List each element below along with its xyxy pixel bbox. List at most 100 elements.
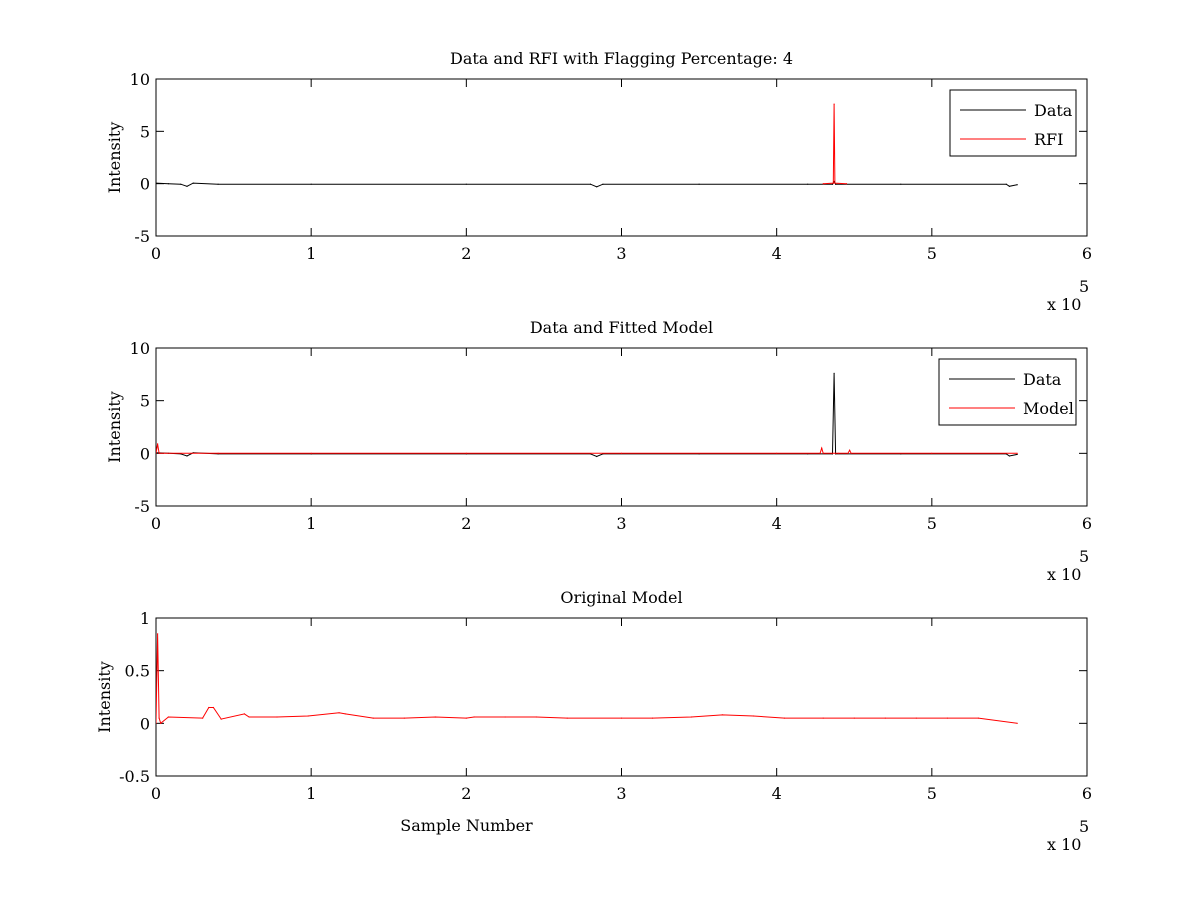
y-tick-label: 5	[140, 122, 150, 141]
plot-area	[155, 347, 1088, 507]
data-point	[220, 718, 222, 720]
data-point	[651, 717, 654, 719]
data-point	[721, 714, 724, 716]
x-multiplier-base: x 10	[1047, 835, 1081, 854]
y-axis-label: Intensity	[95, 661, 114, 733]
data-point	[589, 183, 592, 185]
data-point	[822, 452, 824, 454]
y-tick-label: 0.5	[125, 662, 150, 681]
y-axis-label: Intensity	[105, 122, 124, 194]
data-point	[180, 183, 182, 185]
y-tick-label: -5	[134, 497, 150, 516]
data-point	[248, 716, 250, 718]
x-multiplier-exponent: 5	[1079, 817, 1089, 836]
data-point	[156, 452, 157, 454]
data-point	[156, 722, 157, 724]
y-tick-label: 0	[140, 714, 150, 733]
y-tick-label: 5	[140, 392, 150, 411]
data-point	[833, 372, 835, 374]
y-tick-label: 1	[140, 609, 150, 628]
data-point	[473, 716, 475, 718]
data-point	[850, 452, 852, 454]
series-line-model	[156, 633, 1018, 725]
legend: Data RFI	[949, 89, 1077, 157]
data-point	[834, 182, 836, 184]
data-point	[1008, 185, 1011, 187]
data-point	[752, 715, 755, 717]
x-multiplier-base: x 10	[1047, 295, 1081, 314]
data-point	[186, 455, 188, 457]
data-point	[832, 182, 834, 184]
data-point	[217, 183, 219, 185]
data-point	[167, 183, 169, 185]
x-tick-label: 6	[1082, 514, 1092, 533]
x-tick-label: 3	[616, 514, 626, 533]
data-point	[807, 183, 809, 185]
legend-box	[949, 89, 1077, 157]
x-tick-label: 4	[772, 784, 782, 803]
x-tick-label: 5	[927, 244, 937, 263]
series-line-data	[156, 180, 1018, 188]
data-point	[208, 706, 210, 709]
x-tick-label: 6	[1082, 784, 1092, 803]
data-point	[202, 717, 204, 719]
x-tick-label: 4	[772, 244, 782, 263]
legend-box	[938, 358, 1077, 426]
data-point	[212, 706, 214, 709]
x-axis-label: Sample Number	[400, 816, 533, 835]
data-point	[822, 183, 824, 185]
legend-label-data: Data	[1034, 101, 1073, 120]
chart-title: Data and RFI with Flagging Percentage: 4	[450, 49, 793, 68]
x-multiplier-exponent: 5	[1079, 277, 1089, 296]
data-point	[690, 716, 692, 718]
data-point	[372, 717, 374, 719]
plot-area	[155, 78, 1088, 237]
data-point	[835, 183, 837, 185]
data-point	[915, 717, 917, 719]
x-tick-label: 2	[461, 784, 471, 803]
chart-panel-1: Data and RFI with Flagging Percentage: 4…	[105, 49, 1092, 314]
x-tick-label: 1	[306, 244, 316, 263]
data-point	[853, 717, 855, 719]
data-point	[535, 716, 537, 718]
data-point	[186, 185, 188, 187]
data-point	[821, 447, 823, 449]
data-point	[157, 633, 159, 635]
x-tick-label: 5	[927, 784, 937, 803]
data-point	[338, 712, 340, 714]
data-point	[158, 717, 160, 719]
data-point	[596, 455, 598, 458]
data-point	[465, 452, 467, 454]
x-tick-label: 3	[616, 244, 626, 263]
y-tick-label: -5	[134, 227, 150, 246]
data-point	[819, 452, 821, 454]
data-point	[566, 717, 568, 719]
data-point	[602, 183, 604, 185]
data-point	[1016, 184, 1018, 186]
data-point	[1016, 452, 1018, 454]
data-point	[276, 716, 278, 718]
data-point	[465, 183, 467, 185]
data-point	[831, 183, 834, 185]
data-point	[900, 183, 902, 185]
y-tick-label: 0	[140, 444, 150, 463]
x-tick-label: 2	[461, 514, 471, 533]
x-multiplier-base: x 10	[1047, 565, 1081, 584]
data-point	[504, 716, 506, 718]
x-tick-label: 4	[772, 514, 782, 533]
data-point	[167, 716, 169, 718]
series-line-data	[156, 373, 1018, 458]
data-point	[1008, 455, 1011, 457]
data-point	[838, 452, 840, 454]
series-group	[156, 633, 1018, 725]
data-point	[847, 452, 849, 454]
data-point	[849, 449, 851, 451]
legend-label-rfi: RFI	[1034, 130, 1063, 149]
data-point	[403, 717, 405, 719]
data-point	[1005, 183, 1007, 185]
data-point	[243, 713, 245, 715]
y-tick-label: 0	[140, 175, 150, 194]
legend: Data Model	[938, 358, 1077, 426]
